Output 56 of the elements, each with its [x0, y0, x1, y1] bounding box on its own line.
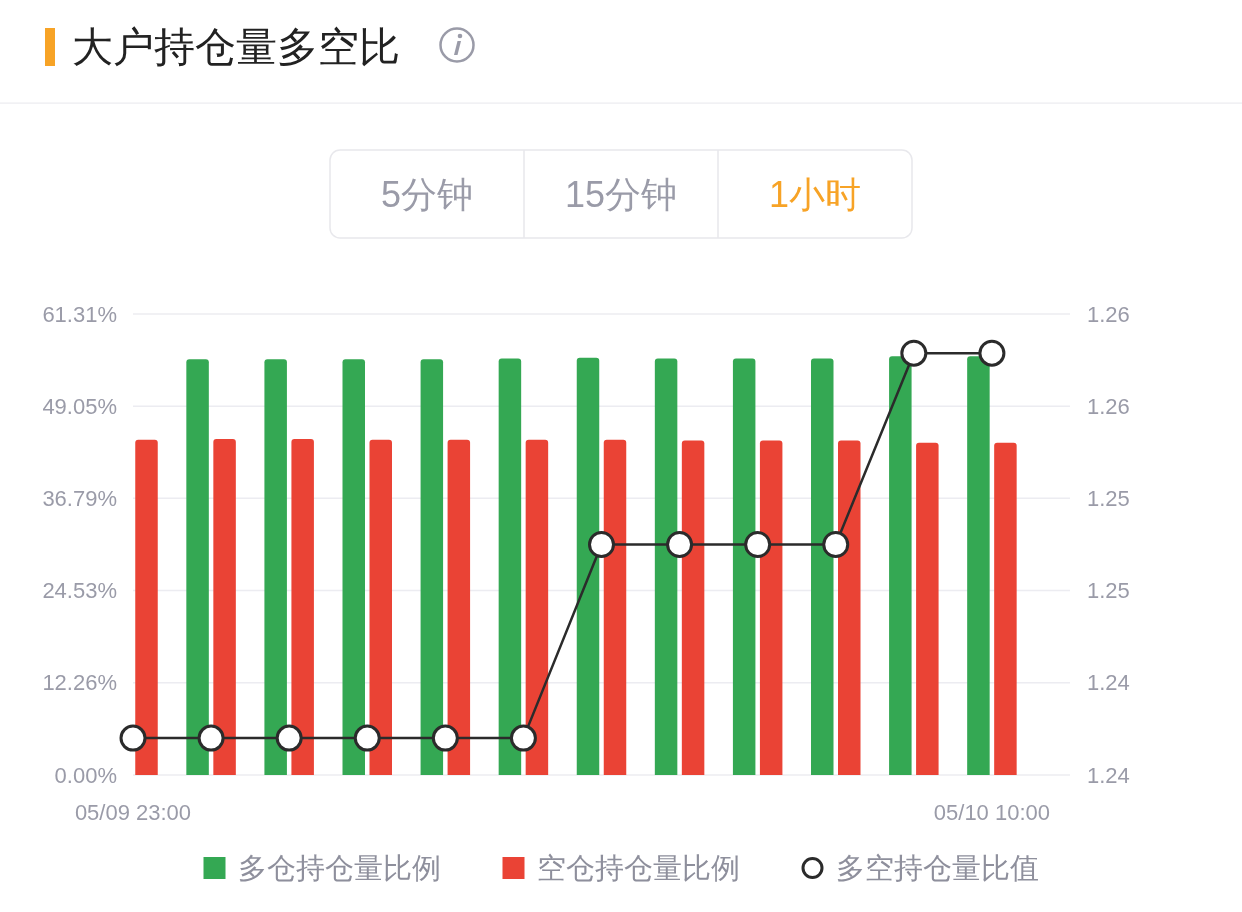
- bar: [342, 359, 365, 775]
- y-tick-label: 61.31%: [42, 301, 117, 327]
- chart-title: 大户持仓量多空比: [72, 24, 400, 70]
- y-tick-label: 12.26%: [42, 670, 117, 696]
- point: [119, 724, 147, 752]
- bar: [186, 359, 209, 775]
- bar: [213, 438, 236, 775]
- y2-tick-label: 1.26: [1087, 301, 1130, 327]
- y2-tick-label: 1.24: [1087, 762, 1130, 788]
- bar: [420, 359, 444, 775]
- bar: [681, 440, 705, 775]
- point: [509, 724, 537, 752]
- bar: [967, 356, 990, 775]
- point: [275, 724, 303, 752]
- y-tick-label: 49.05%: [42, 393, 117, 419]
- bar: [447, 439, 471, 775]
- bar: [732, 358, 756, 775]
- bar: [291, 438, 314, 775]
- x-tick-label: 05/09 23:00: [74, 799, 192, 825]
- point: [588, 531, 615, 558]
- text: 1小时: [768, 173, 862, 215]
- point: [900, 339, 928, 367]
- y-tick-label: 0.00%: [54, 762, 117, 788]
- bar: [498, 358, 522, 775]
- bar: [838, 440, 861, 775]
- bar: [654, 358, 678, 775]
- bar: [135, 439, 158, 775]
- y2-tick-label: 1.26: [1087, 393, 1130, 419]
- text: 5分钟: [380, 173, 474, 215]
- bar: [603, 439, 627, 775]
- legend-label: 多仓持仓量比例: [237, 852, 441, 884]
- bar: [525, 439, 549, 775]
- point: [353, 724, 381, 752]
- point: [822, 531, 850, 558]
- bar: [889, 356, 912, 775]
- bar: [264, 359, 287, 775]
- y2-tick-label: 1.25: [1087, 485, 1130, 511]
- bar: [811, 358, 834, 775]
- bar: [369, 439, 392, 775]
- point: [978, 339, 1006, 367]
- bar: [994, 442, 1017, 775]
- point: [197, 724, 225, 752]
- x-tick-label: 05/10 10:00: [933, 799, 1051, 825]
- y2-tick-label: 1.24: [1087, 670, 1130, 696]
- legend-label: 多空持仓量比值: [835, 852, 1039, 884]
- point: [666, 531, 694, 558]
- legend-label: 空仓持仓量比例: [536, 852, 740, 884]
- y2-tick-label: 1.25: [1087, 578, 1130, 604]
- point: [744, 531, 772, 558]
- text: 15分钟: [564, 173, 678, 215]
- bar: [916, 442, 939, 775]
- y-tick-label: 24.53%: [42, 578, 117, 604]
- y-tick-label: 36.79%: [42, 485, 117, 511]
- bar: [759, 440, 783, 775]
- bar: [576, 357, 600, 775]
- point: [431, 724, 459, 752]
